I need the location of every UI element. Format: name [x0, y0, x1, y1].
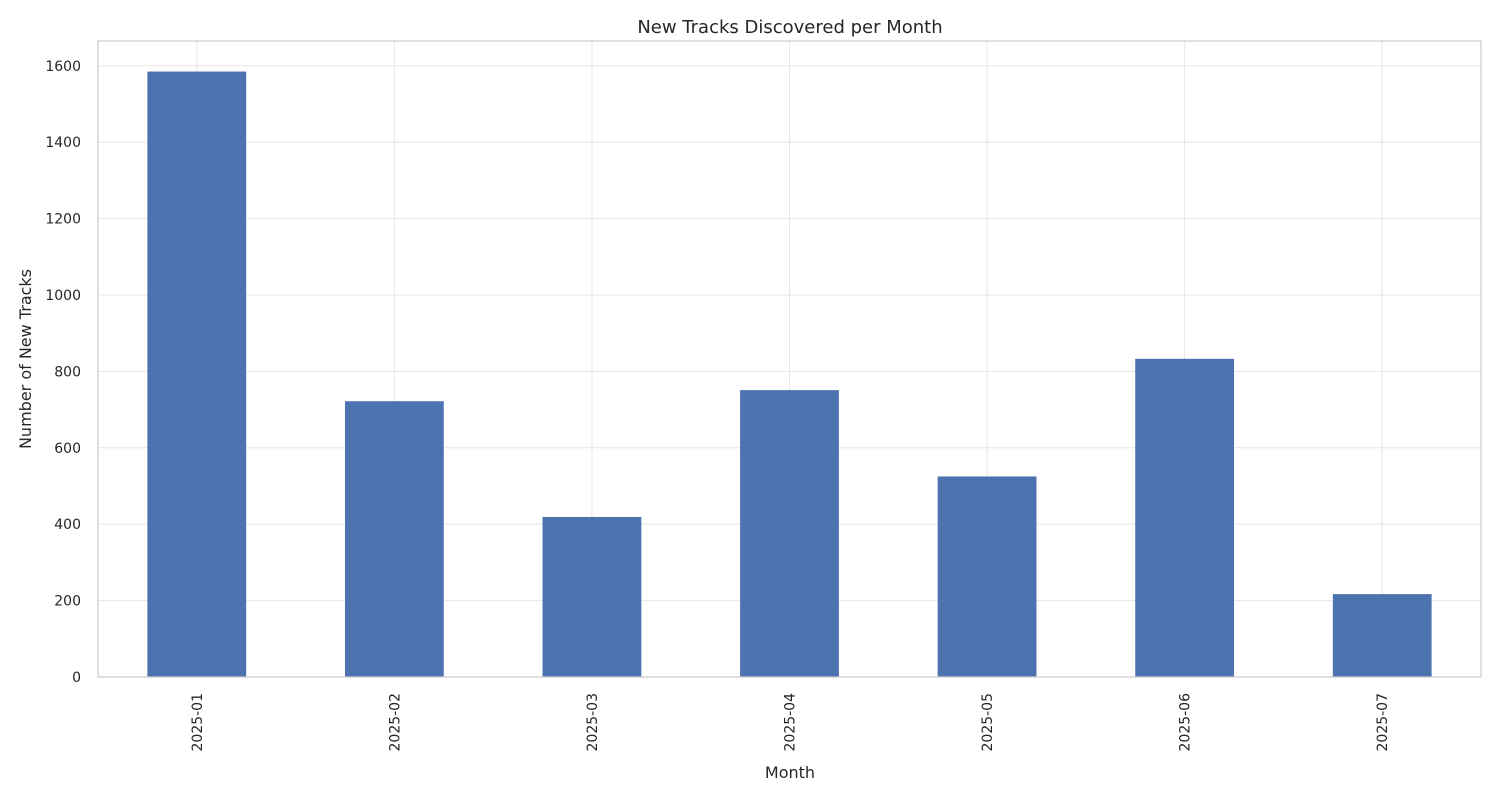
x-axis-label: Month — [765, 763, 815, 782]
bar-2025-07 — [1332, 594, 1432, 677]
x-tick-label: 2025-02 — [387, 693, 403, 752]
bar-2025-04 — [740, 390, 839, 677]
bars — [147, 71, 1432, 678]
y-tick-labels: 0 200 400 600 800 1000 1200 1400 1600 — [45, 59, 81, 686]
bar-2025-06 — [1135, 358, 1235, 677]
bar-2025-01 — [147, 71, 247, 678]
y-tick-label: 400 — [54, 517, 81, 533]
x-tick-label: 2025-07 — [1375, 693, 1391, 752]
y-axis-label: Number of New Tracks — [16, 269, 35, 449]
y-tick-label: 0 — [72, 670, 81, 686]
x-tick-label: 2025-04 — [783, 693, 799, 752]
x-tick-label: 2025-01 — [190, 693, 206, 752]
y-tick-label: 1400 — [45, 135, 81, 151]
y-tick-label: 1000 — [45, 288, 81, 304]
y-tick-label: 200 — [54, 594, 81, 610]
y-tick-label: 1200 — [45, 212, 81, 228]
bar-2025-03 — [542, 516, 642, 677]
bar-2025-02 — [344, 401, 444, 677]
bar-2025-05 — [937, 476, 1037, 677]
x-tick-label: 2025-06 — [1178, 693, 1194, 752]
chart-title: New Tracks Discovered per Month — [637, 17, 942, 38]
x-tick-label: 2025-05 — [980, 693, 996, 752]
y-tick-label: 800 — [54, 364, 81, 380]
x-tick-labels: 2025-01 2025-02 2025-03 2025-04 2025-05 2025-… — [190, 693, 1391, 752]
plot-frame — [97, 40, 1482, 678]
y-tick-label: 600 — [54, 441, 81, 457]
y-tick-label: 1600 — [45, 59, 81, 75]
x-tick-label: 2025-03 — [585, 693, 601, 752]
